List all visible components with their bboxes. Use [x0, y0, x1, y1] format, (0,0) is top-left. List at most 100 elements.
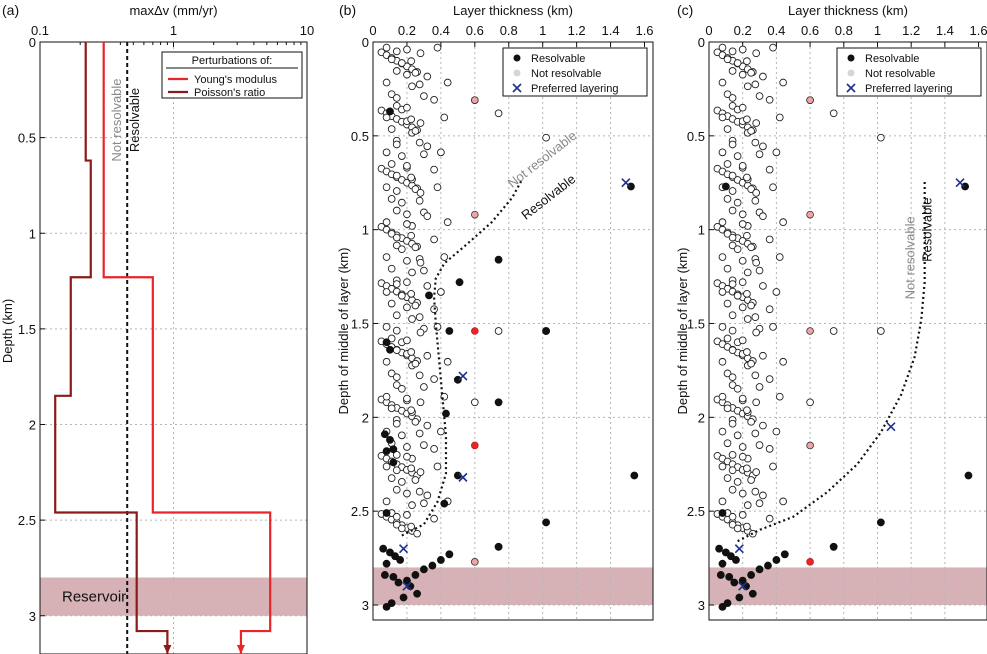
not-resolvable-point	[743, 82, 752, 91]
not-resolvable-point	[382, 323, 391, 331]
not-resolvable-point	[382, 253, 391, 261]
legend-entry: Poisson's ratio	[194, 87, 265, 99]
not-resolvable-point	[440, 113, 449, 122]
not-resolvable-point	[420, 266, 428, 275]
not-resolvable-point	[430, 235, 438, 244]
preferred-layering-marker	[886, 422, 896, 432]
not-resolvable-point	[718, 357, 727, 366]
not-resolvable-point	[718, 323, 727, 331]
boundary-label-upper: Not resolvable	[903, 216, 918, 299]
not-resolvable-point	[733, 431, 742, 440]
not-resolvable-point	[407, 57, 416, 65]
not-resolvable-point	[723, 195, 732, 203]
not-resolvable-point	[392, 233, 401, 242]
not-resolvable-point	[382, 183, 391, 192]
arrow-marker	[236, 645, 245, 654]
not-resolvable-point	[728, 233, 737, 242]
y-tick-label: 0.5	[687, 129, 705, 144]
not-resolvable-point	[392, 206, 401, 215]
preferred-layering-marker	[734, 544, 744, 554]
resolvable-point	[453, 375, 462, 384]
not-resolvable-point	[430, 165, 438, 174]
not-resolvable-point	[738, 70, 747, 79]
legend-swatch	[846, 83, 856, 93]
not-resolvable-point	[759, 351, 767, 360]
youngs-modulus-line	[102, 42, 272, 654]
not-resolvable-point	[733, 198, 742, 207]
y-tick-label: 0	[29, 35, 36, 50]
not-resolvable-point	[759, 142, 767, 151]
red-point	[471, 441, 479, 450]
reservoir-band	[373, 567, 653, 605]
not-resolvable-point	[743, 115, 751, 124]
y-tick-label: 1.5	[351, 316, 369, 331]
not-resolvable-point	[433, 462, 442, 471]
not-resolvable-point	[755, 266, 764, 275]
panel-label: (c)	[677, 2, 693, 18]
not-resolvable-point	[772, 148, 781, 157]
not-resolvable-point	[769, 323, 777, 331]
not-resolvable-point	[387, 229, 396, 238]
not-resolvable-point	[759, 72, 767, 81]
resolvable-point	[382, 602, 391, 611]
not-resolvable-point	[397, 478, 406, 486]
legend-entry: Preferred layering	[865, 83, 952, 95]
resolvable-point	[379, 544, 388, 553]
x-tick-label: 0	[369, 23, 376, 38]
y-tick-label: 1	[698, 223, 705, 238]
not-resolvable-point	[718, 113, 727, 122]
not-resolvable-point	[392, 419, 401, 428]
not-resolvable-point	[392, 373, 401, 382]
x-tick-label: 1	[539, 23, 546, 38]
resolvable-point	[386, 435, 394, 444]
legend-box	[502, 47, 648, 97]
not-resolvable-point	[765, 305, 774, 314]
not-resolvable-point	[733, 245, 742, 254]
not-resolvable-point	[747, 68, 755, 77]
x-tick-label: 1	[170, 23, 177, 38]
not-resolvable-point	[387, 474, 396, 482]
preferred-layering-marker	[402, 581, 412, 591]
y-tick-label: 2	[362, 410, 369, 425]
resolvable-point	[391, 552, 399, 561]
not-resolvable-point	[415, 429, 424, 438]
not-resolvable-point	[743, 501, 752, 510]
not-resolvable-point	[392, 466, 401, 475]
not-resolvable-point	[407, 522, 416, 531]
not-resolvable-point	[723, 264, 732, 273]
not-resolvable-point	[407, 348, 416, 356]
x-tick-label: 10	[300, 23, 314, 38]
not-resolvable-point	[728, 47, 737, 56]
not-resolvable-point	[738, 443, 747, 451]
not-resolvable-point	[392, 94, 401, 102]
not-resolvable-point	[877, 327, 885, 335]
not-resolvable-point	[420, 383, 428, 391]
not-resolvable-point	[738, 103, 747, 112]
red-point	[471, 96, 479, 104]
resolvable-point	[420, 565, 428, 574]
not-resolvable-point	[387, 264, 396, 273]
not-resolvable-point	[723, 474, 732, 482]
legend-box	[161, 51, 303, 99]
resolvable-point	[542, 518, 550, 527]
not-resolvable-point	[755, 441, 764, 449]
not-resolvable-point	[759, 491, 767, 500]
not-resolvable-point	[397, 152, 406, 160]
x-tick-label: 0.4	[432, 23, 450, 38]
not-resolvable-point	[408, 268, 416, 277]
not-resolvable-point	[738, 256, 747, 265]
panel-label: (a)	[2, 2, 19, 18]
y-axis-title: Depth of middle of layer (km)	[675, 248, 690, 415]
not-resolvable-point	[397, 384, 406, 393]
threshold-label-right: Resolvable	[127, 88, 142, 152]
not-resolvable-point	[407, 173, 416, 182]
not-resolvable-point	[723, 404, 732, 413]
resolvable-point	[876, 518, 885, 527]
legend-box	[836, 47, 982, 97]
not-resolvable-point	[747, 185, 755, 193]
not-resolvable-point	[728, 326, 737, 335]
legend-entry: Not resolvable	[865, 68, 935, 80]
resolvable-point	[627, 182, 635, 191]
not-resolvable-point	[751, 313, 760, 321]
resolvable-point	[382, 447, 391, 456]
